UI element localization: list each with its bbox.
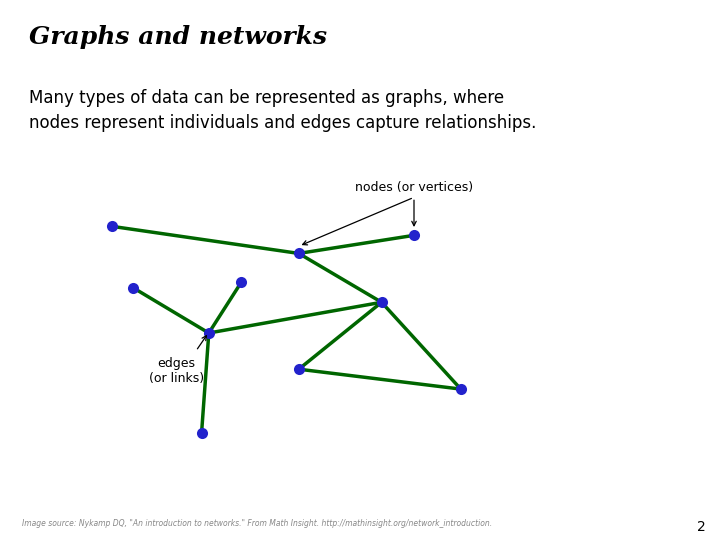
- Text: 2: 2: [697, 520, 706, 534]
- Text: Many types of data can be represented as graphs, where
nodes represent individua: Many types of data can be represented as…: [29, 89, 536, 132]
- Text: nodes (or vertices): nodes (or vertices): [355, 181, 473, 194]
- Text: Graphs and networks: Graphs and networks: [29, 25, 327, 49]
- Text: edges
(or links): edges (or links): [149, 356, 204, 384]
- Text: Image source: Nykamp DQ, "An introduction to networks." From Math Insight. http:: Image source: Nykamp DQ, "An introductio…: [22, 519, 492, 528]
